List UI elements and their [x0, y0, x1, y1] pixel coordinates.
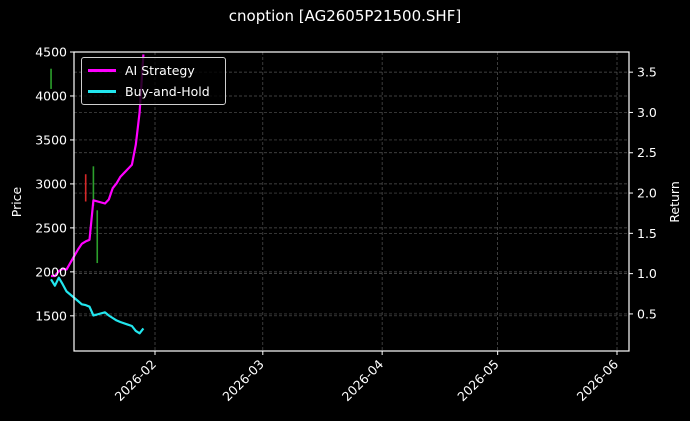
series-line-buy-and-hold [50, 276, 145, 335]
y-tick-label: 1500 [35, 308, 67, 323]
x-tick-label: 2026-03 [219, 357, 267, 405]
legend-label-buy-and-hold: Buy-and-Hold [125, 83, 210, 99]
y2-tick-label: 3.0 [637, 105, 657, 120]
legend-swatch-ai-strategy [88, 68, 116, 72]
y2-axis-label: Return [667, 181, 682, 222]
left-axis-ticks: 1500 2000 2500 3000 3500 4000 4500 [35, 45, 74, 323]
y-tick-label: 3500 [35, 132, 67, 147]
y2-tick-label: 1.0 [637, 266, 657, 281]
y2-tick-label: 0.5 [637, 306, 657, 321]
plot-frame [73, 51, 630, 352]
y2-tick-label: 1.5 [637, 226, 657, 241]
y-tick-label: 4500 [35, 45, 67, 60]
y2-tick-label: 2.5 [637, 145, 657, 160]
y-axis-label: Price [9, 186, 24, 217]
legend-item-ai-strategy: AI Strategy [88, 61, 195, 79]
x-tick-label: 2026-04 [339, 356, 387, 404]
y2-tick-label: 3.5 [637, 65, 657, 80]
x-tick-label: 2026-02 [112, 357, 160, 405]
chart-title: cnoption [AG2605P21500.SHF] [228, 7, 462, 25]
x-tick-label: 2026-05 [454, 357, 502, 405]
series-line-ai-strategy [51, 54, 145, 278]
y-tick-label: 4000 [35, 88, 67, 103]
right-axis-ticks: 0.5 1.0 1.5 2.0 2.5 3.0 3.5 [629, 65, 657, 321]
legend-swatch-buy-and-hold [88, 89, 116, 93]
legend-item-buy-and-hold: Buy-and-Hold [88, 82, 210, 100]
price-candles [50, 68, 99, 264]
series-lines [50, 54, 145, 335]
y-tick-label: 2500 [35, 220, 67, 235]
x-tick-label: 2026-06 [574, 356, 622, 404]
y-tick-label: 3000 [35, 176, 67, 191]
legend-label-ai-strategy: AI Strategy [125, 62, 195, 78]
chart-legend: AI Strategy Buy-and-Hold [81, 57, 226, 105]
y2-tick-label: 2.0 [637, 186, 657, 201]
x-axis-ticks: 2026-02 2026-03 2026-04 2026-05 2026-06 [112, 351, 622, 405]
y-tick-label: 2000 [35, 264, 67, 279]
grid-lines [74, 51, 629, 351]
